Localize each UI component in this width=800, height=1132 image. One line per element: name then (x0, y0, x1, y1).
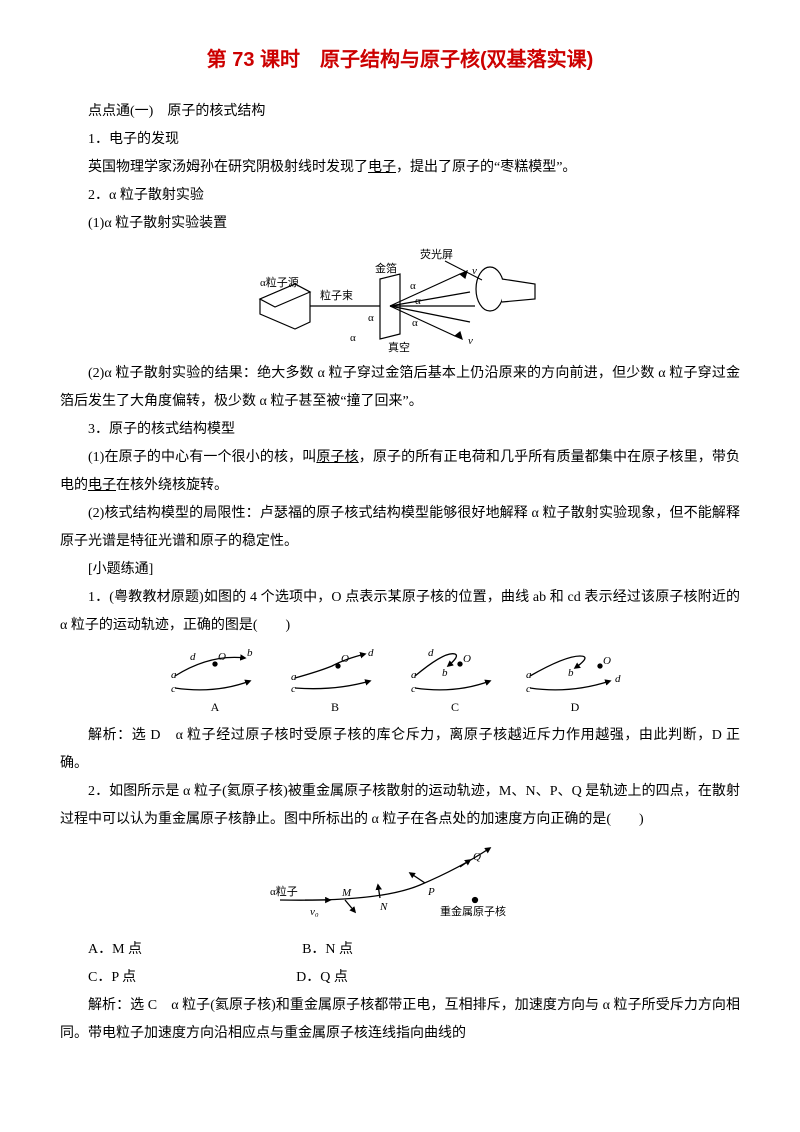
lbl-a-D: a (526, 669, 532, 681)
lbl-v0: v₀ (310, 906, 319, 918)
page-title: 第 73 课时 原子结构与原子核(双基落实课) (60, 40, 740, 80)
p3-sub1: (1)在原子的中心有一个很小的核，叫原子核，原子的所有正电荷和几乎所有质量都集中… (60, 444, 740, 500)
lbl-a-C: a (411, 669, 417, 681)
label-foil: 金箔 (375, 261, 397, 275)
lbl-a-B: a (291, 671, 297, 683)
p3-sub1-u1: 原子核 (316, 450, 358, 465)
lbl-O-B: O (341, 653, 349, 665)
lbl-nucleus: 重金属原子核 (440, 904, 506, 918)
scattering-apparatus-diagram: 荧光屏 α粒子源 粒子束 金箔 α α α α 真空 α v v (250, 244, 550, 354)
p1-title: 1．电子的发现 (60, 126, 740, 154)
label-alpha3: α (415, 295, 421, 307)
lbl-P: P (427, 886, 435, 898)
p1-underlined: 电子 (368, 160, 396, 175)
p3-sub1-u2: 电子 (88, 478, 116, 493)
lbl-Q: Q (473, 851, 481, 863)
q2-optD: D．Q 点 (296, 964, 348, 992)
lbl-b-C: b (442, 667, 448, 679)
lbl-d-A: d (190, 651, 196, 663)
q2: 2．如图所示是 α 粒子(氦原子核)被重金属原子核散射的运动轨迹，M、N、P、Q… (60, 778, 740, 834)
lbl-c-A: c (171, 683, 176, 695)
section1-heading: 点点通(一) 原子的核式结构 (60, 98, 740, 126)
lbl-alpha-particle: α粒子 (270, 884, 298, 898)
lbl-O-D: O (603, 655, 611, 667)
lbl-O-A: O (218, 651, 226, 663)
opt-C: C (451, 700, 459, 714)
p1-body-b: ，提出了原子的“枣糕模型”。 (396, 160, 576, 175)
p1-body-a: 英国物理学家汤姆孙在研究阴极射线时发现了 (88, 160, 368, 175)
q2-optA: A．M 点 (88, 936, 142, 964)
label-vacuum: 真空 (388, 340, 410, 354)
label-alpha1: α (368, 312, 374, 324)
q1: 1．(粤教教材原题)如图的 4 个选项中，O 点表示某原子核的位置，曲线 ab … (60, 584, 740, 640)
p3-sub1-c: 在核外绕核旋转。 (116, 478, 228, 493)
opt-D: D (571, 700, 580, 714)
opt-A: A (211, 700, 220, 714)
lbl-c-C: c (411, 683, 416, 695)
label-v2: v (468, 335, 473, 347)
lbl-c-D: c (526, 683, 531, 695)
p2-sub2: (2)α 粒子散射实验的结果：绝大多数 α 粒子穿过金箔后基本上仍沿原来的方向前… (60, 360, 740, 416)
lbl-M: M (341, 887, 352, 899)
q2-optC: C．P 点 (88, 964, 136, 992)
label-alpha4: α (412, 317, 418, 329)
lbl-a-A: a (171, 669, 177, 681)
label-beam: 粒子束 (320, 288, 353, 302)
lbl-b-D: b (568, 667, 574, 679)
q2-options-row2: C．P 点 D．Q 点 (88, 964, 740, 992)
p1-body: 英国物理学家汤姆孙在研究阴极射线时发现了电子，提出了原子的“枣糕模型”。 (60, 154, 740, 182)
q1-options-diagram: a b c d O a c d O a b c d O a b c d O A … (160, 646, 640, 716)
lbl-d-B: d (368, 647, 374, 659)
q1-answer: 解析：选 D α 粒子经过原子核时受原子核的库仑斥力，离原子核越近斥力作用越强，… (60, 722, 740, 778)
q2-trajectory-diagram: α粒子 v₀ M N P Q 重金属原子核 (260, 840, 540, 930)
label-source: α粒子源 (260, 275, 299, 289)
p2-title: 2．α 粒子散射实验 (60, 182, 740, 210)
practice-heading: [小题练通] (60, 556, 740, 584)
p3-title: 3．原子的核式结构模型 (60, 416, 740, 444)
p3-sub2: (2)核式结构模型的局限性：卢瑟福的原子核式结构模型能够很好地解释 α 粒子散射… (60, 500, 740, 556)
q2-options-row1: A．M 点 B．N 点 (88, 936, 740, 964)
p3-sub1-a: (1)在原子的中心有一个很小的核，叫 (88, 450, 316, 465)
label-v1: v (472, 265, 477, 277)
lbl-c-B: c (291, 683, 296, 695)
label-alpha5: α (350, 332, 356, 344)
p2-sub1: (1)α 粒子散射实验装置 (60, 210, 740, 238)
label-alpha2: α (410, 280, 416, 292)
label-screen: 荧光屏 (420, 247, 453, 261)
opt-B: B (331, 700, 339, 714)
lbl-d-C: d (428, 647, 434, 659)
lbl-O-C: O (463, 653, 471, 665)
lbl-d-D: d (615, 673, 621, 685)
lbl-b-A: b (247, 647, 253, 659)
lbl-N: N (379, 901, 388, 913)
q2-optB: B．N 点 (302, 936, 353, 964)
q2-answer: 解析：选 C α 粒子(氦原子核)和重金属原子核都带正电，互相排斥，加速度方向与… (60, 992, 740, 1048)
